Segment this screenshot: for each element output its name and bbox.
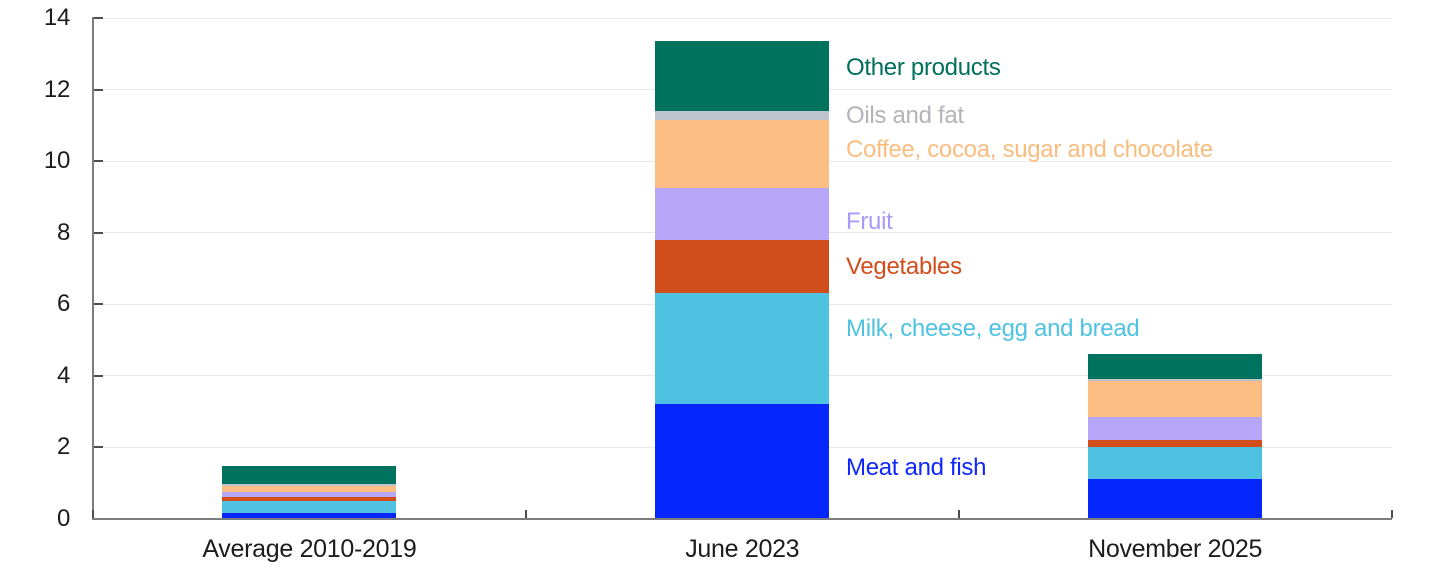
bar-segment-june-2023-other-products xyxy=(655,41,830,111)
legend-label-meat-and-fish: Meat and fish xyxy=(846,454,987,481)
y-axis-tick-label-12: 12 xyxy=(43,75,70,103)
x-axis-tick-2 xyxy=(957,509,960,518)
gridline-14 xyxy=(93,17,1392,19)
bar-segment-november-2025-other-products xyxy=(1088,354,1263,380)
bar-segment-november-2025-meat-and-fish xyxy=(1088,479,1263,519)
y-axis-tick-label-2: 2 xyxy=(56,433,70,460)
bar-segment-june-2023-oils-and-fat xyxy=(655,110,830,120)
bar-segment-june-2023-vegetables xyxy=(655,239,830,294)
y-axis-tick-label-8: 8 xyxy=(56,218,70,246)
y-axis-tick-14 xyxy=(93,17,103,19)
bar-segment-june-2023-coffee-cocoa-sugar-and-chocolate xyxy=(655,119,830,188)
bar-segment-average-2010-2019-coffee-cocoa-sugar-and-chocolate xyxy=(222,486,397,492)
bar-segment-november-2025-fruit xyxy=(1088,416,1263,440)
y-axis-line xyxy=(92,17,94,520)
legend-label-fruit: Fruit xyxy=(846,208,893,235)
y-axis-tick-6 xyxy=(93,303,103,305)
x-axis-line xyxy=(93,517,1392,520)
bar-segment-average-2010-2019-oils-and-fat xyxy=(222,483,397,487)
bar-segment-average-2010-2019-other-products xyxy=(222,465,397,484)
bar-segment-june-2023-milk-cheese-egg-and-bread xyxy=(655,293,830,405)
y-axis-tick-10 xyxy=(93,160,103,162)
x-axis-label-1: Average 2010-2019 xyxy=(202,535,417,563)
bar-segment-november-2025-coffee-cocoa-sugar-and-chocolate xyxy=(1088,380,1263,417)
legend-label-other-products: Other products xyxy=(846,54,1001,81)
legend-label-vegetables: Vegetables xyxy=(846,253,962,280)
y-axis-tick-label-0: 0 xyxy=(56,504,70,532)
x-axis-tick-0 xyxy=(92,509,94,518)
legend-label-milk-cheese-egg-and-bread: Milk, cheese, egg and bread xyxy=(846,315,1140,342)
bar-segment-average-2010-2019-vegetables xyxy=(222,497,397,501)
bar-segment-average-2010-2019-meat-and-fish xyxy=(222,513,397,519)
bar-segment-november-2025-vegetables xyxy=(1088,439,1263,447)
y-axis-tick-label-6: 6 xyxy=(56,290,70,317)
y-axis-tick-8 xyxy=(93,231,103,234)
legend-label-oils-and-fat: Oils and fat xyxy=(846,102,964,129)
x-axis-label-3: November 2025 xyxy=(1088,535,1263,563)
y-axis-tick-label-10: 10 xyxy=(43,147,70,174)
x-axis-label-2: June 2023 xyxy=(685,535,800,563)
y-axis-tick-label-14: 14 xyxy=(43,4,70,31)
y-axis-tick-label-4: 4 xyxy=(56,361,70,389)
bar-segment-november-2025-oils-and-fat xyxy=(1088,379,1263,381)
x-axis-tick-3 xyxy=(1390,509,1393,518)
bar-segment-november-2025-milk-cheese-egg-and-bread xyxy=(1088,447,1263,480)
bar-segment-june-2023-fruit xyxy=(655,187,830,240)
y-axis-tick-12 xyxy=(93,88,103,91)
bar-segment-june-2023-meat-and-fish xyxy=(655,404,830,519)
y-axis-tick-4 xyxy=(93,374,103,377)
x-axis-tick-1 xyxy=(524,509,527,518)
bar-segment-average-2010-2019-milk-cheese-egg-and-bread xyxy=(222,500,397,514)
legend-label-coffee-cocoa-sugar-and-chocolate: Coffee, cocoa, sugar and chocolate xyxy=(846,136,1213,163)
y-axis-tick-2 xyxy=(93,446,103,448)
bar-segment-average-2010-2019-fruit xyxy=(222,491,397,498)
